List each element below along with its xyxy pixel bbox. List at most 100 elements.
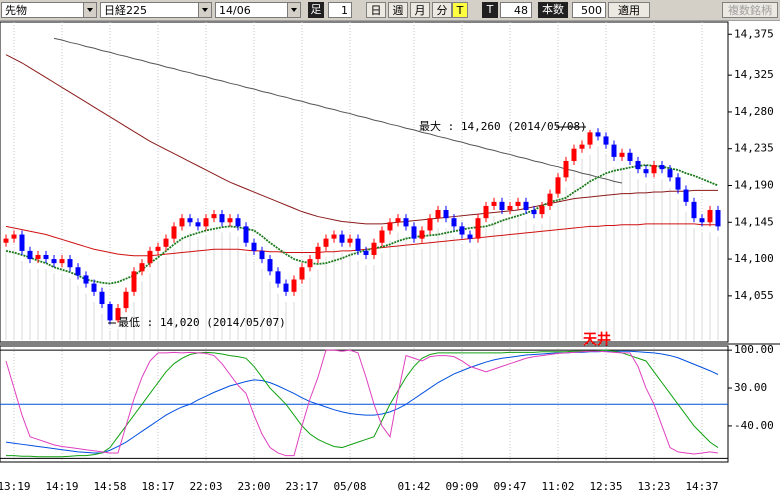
candle-body <box>667 169 673 178</box>
oscillator-line <box>5 349 719 457</box>
candle-body <box>19 234 25 251</box>
candle-body <box>171 226 177 239</box>
candle-body <box>475 218 481 239</box>
t-input[interactable]: 48 <box>500 2 532 18</box>
candle-body <box>315 246 321 260</box>
candle-body <box>563 160 569 178</box>
oscillator-line <box>6 349 719 458</box>
candle-body <box>411 226 417 239</box>
ma-line <box>5 164 719 285</box>
candle-body <box>347 238 353 243</box>
candle-body <box>195 222 201 227</box>
x-tick-label: 14:19 <box>45 480 78 493</box>
candle-body <box>187 218 193 223</box>
candle-body <box>27 250 33 260</box>
week-button[interactable]: 週 <box>388 2 408 18</box>
max-annotation: 最大 : 14,260 (2014/05/08) <box>419 119 587 133</box>
candle-body <box>179 218 185 227</box>
candle-body <box>491 201 497 206</box>
candle-body <box>139 263 145 272</box>
candle-body <box>147 250 153 264</box>
dropdown-button[interactable] <box>83 2 97 18</box>
y-tick-label: -40.00 <box>734 419 774 432</box>
candle-body <box>379 230 385 243</box>
candle-body <box>675 177 681 190</box>
x-tick-label: 23:00 <box>237 480 270 493</box>
chart: 13:19 14:19 14:58 18:17 22:03 23:00 23:17 05/08… <box>0 21 780 493</box>
tick-button[interactable]: T <box>452 2 468 18</box>
candle-body <box>211 214 217 219</box>
month-button[interactable]: 月 <box>410 2 430 18</box>
candle-body <box>659 165 665 170</box>
candle-body <box>371 242 377 255</box>
x-tick-label: 14:58 <box>93 480 126 493</box>
candle-body <box>11 234 17 239</box>
candle-body <box>555 177 561 194</box>
candle-body <box>635 160 641 170</box>
ma-line <box>5 54 718 225</box>
candle-body <box>603 136 609 145</box>
candle-body <box>3 238 9 243</box>
apply-button[interactable]: 適用 <box>608 2 650 18</box>
candle-body <box>67 259 73 268</box>
candle-body <box>235 218 241 227</box>
candle-body <box>651 165 657 174</box>
candle-body <box>435 210 441 219</box>
candle-body <box>275 271 281 284</box>
dropdown-button[interactable] <box>198 2 212 18</box>
candle-body <box>539 205 545 215</box>
candle-body <box>283 283 289 292</box>
candle-body <box>155 246 161 251</box>
candle-body <box>715 210 721 227</box>
candle-body <box>459 226 465 235</box>
candle-body <box>131 271 137 292</box>
candle-body <box>427 218 433 231</box>
y-tick-label: 14,280 <box>734 105 774 118</box>
x-tick-label: 14:37 <box>685 480 718 493</box>
count-input[interactable]: 500 <box>572 2 606 18</box>
y-tick-label: 14,055 <box>734 289 774 302</box>
dropdown-button[interactable] <box>287 2 301 18</box>
x-tick-label: 23:17 <box>285 480 318 493</box>
market-select[interactable]: 先物 <box>1 2 97 18</box>
ma-line <box>5 223 718 257</box>
candle-body <box>75 267 81 276</box>
candle-body <box>611 144 617 157</box>
candle-body <box>299 267 305 280</box>
candle-body <box>483 205 489 219</box>
x-tick-label: 09:47 <box>493 480 526 493</box>
candle-body <box>515 201 521 206</box>
candle-body <box>619 152 625 157</box>
contract-select[interactable]: 14/06 <box>215 2 301 18</box>
candle-body <box>403 218 409 227</box>
candle-body <box>331 234 337 239</box>
candle-body <box>163 238 169 247</box>
y-tick-label: 14,145 <box>734 215 774 228</box>
candle-body <box>395 218 401 223</box>
minute-button[interactable]: 分 <box>432 2 452 18</box>
x-tick-label: 22:03 <box>189 480 222 493</box>
x-tick-label: 13:19 <box>0 480 31 493</box>
toolbar: 先物 日経225 14/06 足 1 日 週 月 分 T T 48 本数 500… <box>0 0 780 21</box>
y-tick-label: 14,235 <box>734 142 774 155</box>
candle-body <box>443 210 449 219</box>
candle-body <box>587 132 593 145</box>
bar-label: 足 <box>308 2 324 18</box>
candle-body <box>123 291 129 309</box>
y-tick-label: 100.00 <box>734 343 774 356</box>
bar-input[interactable]: 1 <box>328 2 352 18</box>
candle-body <box>83 275 89 284</box>
candle-body <box>499 201 505 211</box>
symbol-select[interactable]: 日経225 <box>100 2 212 18</box>
min-annotation: 最低 : 14,020 (2014/05/07) <box>118 316 286 329</box>
osc-annotation: 天井 <box>583 331 611 348</box>
candle-body <box>339 234 345 243</box>
candle-body <box>691 201 697 219</box>
candle-body <box>355 238 361 251</box>
candle-body <box>219 214 225 223</box>
day-button[interactable]: 日 <box>366 2 386 18</box>
y-tick-label: 14,375 <box>734 27 774 40</box>
multi-button[interactable]: 複数銘柄 <box>722 2 778 18</box>
x-tick-label: 18:17 <box>141 480 174 493</box>
